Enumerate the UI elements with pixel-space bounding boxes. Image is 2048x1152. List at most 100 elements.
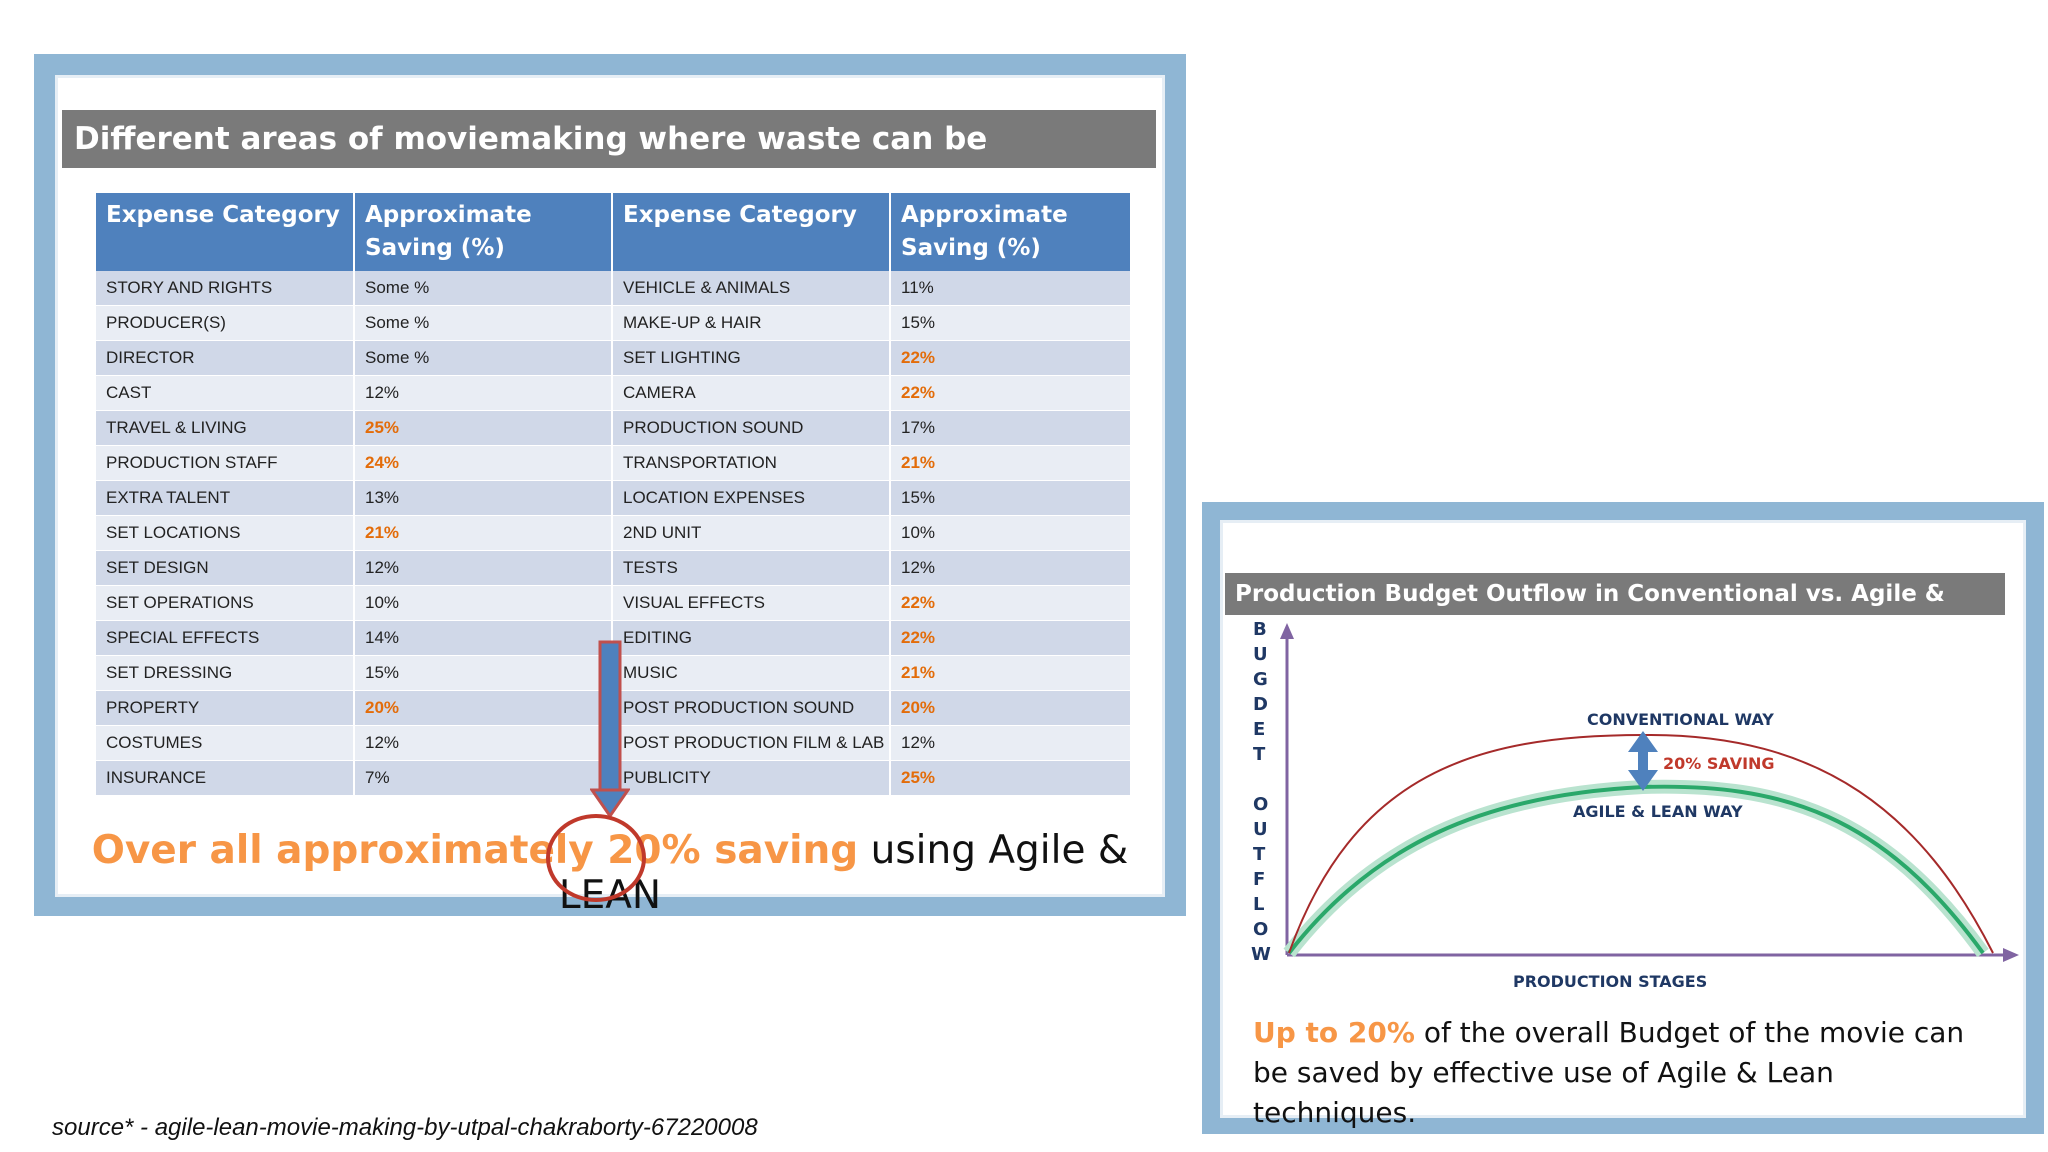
saving-label: 20% SAVING bbox=[1663, 754, 1775, 773]
y-letter: E bbox=[1253, 719, 1265, 740]
table-row: INSURANCE 7% PUBLICITY 25% bbox=[96, 760, 1130, 796]
y-letter: B bbox=[1253, 619, 1267, 640]
expense-category-cell: POST PRODUCTION FILM & LAB bbox=[612, 725, 891, 761]
y-letter: D bbox=[1253, 694, 1268, 715]
saving-double-arrow-icon bbox=[1628, 731, 1658, 791]
table-row: TRAVEL & LIVING 25% PRODUCTION SOUND 17% bbox=[96, 410, 1130, 446]
saving-cell: 22% bbox=[890, 340, 1130, 376]
header-approx-saving-2: Approximate Saving (%) bbox=[890, 193, 1130, 271]
header-approx-saving-1: Approximate Saving (%) bbox=[354, 193, 613, 271]
expense-category-cell: SET OPERATIONS bbox=[96, 585, 355, 621]
budget-outflow-panel: Production Budget Outflow in Conventiona… bbox=[1220, 520, 2026, 1129]
savings-table-body: STORY AND RIGHTS Some % VEHICLE & ANIMALS 1… bbox=[96, 271, 1130, 796]
table-header-row: Expense Category Approximate Saving (%) … bbox=[96, 193, 1130, 271]
expense-category-cell: VEHICLE & ANIMALS bbox=[612, 271, 891, 306]
saving-cell: 21% bbox=[890, 655, 1130, 691]
expense-category-cell: TRAVEL & LIVING bbox=[96, 410, 355, 446]
table-row: CAST 12% CAMERA 22% bbox=[96, 375, 1130, 411]
expense-category-cell: PRODUCTION SOUND bbox=[612, 410, 891, 446]
caption-rest: of the overall Budget of the movie can b… bbox=[1253, 1016, 1965, 1129]
saving-cell: 22% bbox=[890, 585, 1130, 621]
saving-cell: Some % bbox=[354, 271, 613, 306]
y-letter: W bbox=[1251, 944, 1271, 965]
saving-cell: 10% bbox=[890, 515, 1130, 551]
expense-category-cell: PUBLICITY bbox=[612, 760, 891, 796]
saving-cell: Some % bbox=[354, 305, 613, 341]
y-letter: O bbox=[1253, 794, 1268, 815]
table-row: SET OPERATIONS 10% VISUAL EFFECTS 22% bbox=[96, 585, 1130, 621]
saving-cell: 20% bbox=[354, 690, 613, 726]
slide-title: Different areas of moviemaking where was… bbox=[62, 110, 1156, 215]
saving-cell: 12% bbox=[354, 725, 613, 761]
saving-cell: 20% bbox=[890, 690, 1130, 726]
x-axis-label: PRODUCTION STAGES bbox=[1513, 972, 1707, 991]
x-axis-arrow-icon bbox=[2003, 948, 2019, 962]
expense-category-cell: CAMERA bbox=[612, 375, 891, 411]
expense-category-cell: POST PRODUCTION SOUND bbox=[612, 690, 891, 726]
statement-part-2: saving bbox=[700, 828, 859, 873]
expense-category-cell: SET LIGHTING bbox=[612, 340, 891, 376]
expense-category-cell: MAKE-UP & HAIR bbox=[612, 305, 891, 341]
expense-category-cell: PRODUCTION STAFF bbox=[96, 445, 355, 481]
y-letter: U bbox=[1253, 819, 1268, 840]
saving-cell: 22% bbox=[890, 620, 1130, 656]
expense-category-cell: STORY AND RIGHTS bbox=[96, 271, 355, 306]
down-arrow-icon bbox=[590, 640, 630, 819]
y-letter: T bbox=[1253, 744, 1266, 765]
table-row: STORY AND RIGHTS Some % VEHICLE & ANIMALS 1… bbox=[96, 271, 1130, 306]
savings-slide-panel: Different areas of moviemaking where was… bbox=[55, 75, 1165, 918]
budget-outflow-slide: Production Budget Outflow in Conventiona… bbox=[1202, 502, 2044, 1134]
saving-cell: 25% bbox=[890, 760, 1130, 796]
saving-cell: 21% bbox=[354, 515, 613, 551]
expense-category-cell: TRANSPORTATION bbox=[612, 445, 891, 481]
conventional-way-label: CONVENTIONAL WAY bbox=[1587, 710, 1774, 729]
saving-cell: 15% bbox=[890, 305, 1130, 341]
saving-cell: 13% bbox=[354, 480, 613, 516]
saving-cell: 12% bbox=[354, 550, 613, 586]
table-row: SET DRESSING 15% MUSIC 21% bbox=[96, 655, 1130, 691]
header-expense-category-1: Expense Category bbox=[96, 193, 355, 271]
saving-cell: 12% bbox=[354, 375, 613, 411]
expense-category-cell: LOCATION EXPENSES bbox=[612, 480, 891, 516]
chart-caption: Up to 20% of the overall Budget of the m… bbox=[1253, 1013, 1993, 1133]
y-letter: O bbox=[1253, 919, 1268, 940]
expense-category-cell: MUSIC bbox=[612, 655, 891, 691]
expense-category-cell: VISUAL EFFECTS bbox=[612, 585, 891, 621]
saving-cell: 14% bbox=[354, 620, 613, 656]
saving-cell: 7% bbox=[354, 760, 613, 796]
saving-cell: 15% bbox=[890, 480, 1130, 516]
agile-lean-way-label: AGILE & LEAN WAY bbox=[1573, 802, 1743, 821]
expense-category-cell: PROPERTY bbox=[96, 690, 355, 726]
y-letter: F bbox=[1253, 869, 1265, 890]
table-row: SET LOCATIONS 21% 2ND UNIT 10% bbox=[96, 515, 1130, 551]
saving-cell: 21% bbox=[890, 445, 1130, 481]
y-letter: T bbox=[1253, 844, 1266, 865]
y-axis-arrow-icon bbox=[1280, 623, 1294, 639]
y-letter: L bbox=[1253, 894, 1264, 915]
expense-category-cell: SET DESIGN bbox=[96, 550, 355, 586]
table-row: PRODUCER(S) Some % MAKE-UP & HAIR 15% bbox=[96, 305, 1130, 341]
expense-category-cell: EDITING bbox=[612, 620, 891, 656]
saving-cell: 24% bbox=[354, 445, 613, 481]
saving-cell: 11% bbox=[890, 271, 1130, 306]
table-row: EXTRA TALENT 13% LOCATION EXPENSES 15% bbox=[96, 480, 1130, 516]
table-row: SPECIAL EFFECTS 14% EDITING 22% bbox=[96, 620, 1130, 656]
table-row: COSTUMES 12% POST PRODUCTION FILM & LAB 12% bbox=[96, 725, 1130, 761]
table-row: PROPERTY 20% POST PRODUCTION SOUND 20% bbox=[96, 690, 1130, 726]
expense-category-cell: CAST bbox=[96, 375, 355, 411]
caption-highlight: Up to 20% bbox=[1253, 1016, 1415, 1049]
saving-cell: 25% bbox=[354, 410, 613, 446]
y-letter: G bbox=[1253, 669, 1268, 690]
header-expense-category-2: Expense Category bbox=[612, 193, 891, 271]
table-row: DIRECTOR Some % SET LIGHTING 22% bbox=[96, 340, 1130, 376]
expense-category-cell: TESTS bbox=[612, 550, 891, 586]
y-letter: U bbox=[1253, 644, 1268, 665]
expense-category-cell: SPECIAL EFFECTS bbox=[96, 620, 355, 656]
expense-category-cell: PRODUCER(S) bbox=[96, 305, 355, 341]
table-row: PRODUCTION STAFF 24% TRANSPORTATION 21% bbox=[96, 445, 1130, 481]
saving-cell: 22% bbox=[890, 375, 1130, 411]
percent-circle-highlight bbox=[546, 814, 646, 902]
expense-category-cell: COSTUMES bbox=[96, 725, 355, 761]
expense-category-cell: 2ND UNIT bbox=[612, 515, 891, 551]
expense-category-cell: SET LOCATIONS bbox=[96, 515, 355, 551]
